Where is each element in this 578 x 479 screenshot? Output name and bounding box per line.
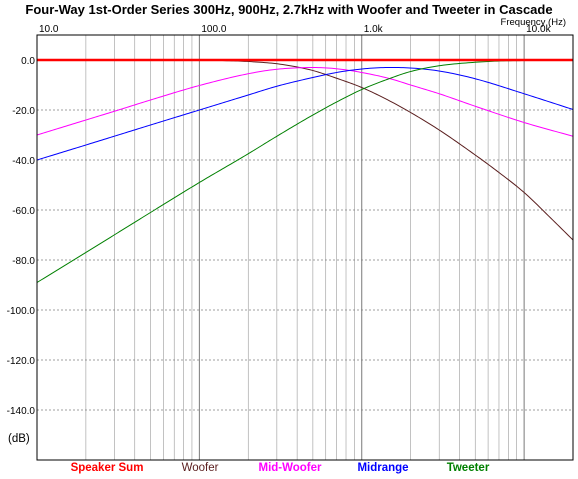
legend-entry-midrange: Midrange — [357, 462, 408, 474]
series-line-midrange — [36, 67, 574, 161]
y-tick-label: -140.0 — [7, 406, 36, 417]
legend-entry-tweeter: Tweeter — [447, 462, 490, 474]
legend-entry-speaker-sum: Speaker Sum — [71, 462, 144, 474]
y-tick-label: -120.0 — [7, 356, 36, 367]
legend-entry-mid-woofer: Mid-Woofer — [258, 462, 322, 474]
x-tick-label: 10.0 — [39, 24, 59, 35]
x-tick-label: 10.0k — [526, 24, 551, 35]
x-axis-label: Frequency (Hz) — [501, 17, 566, 28]
y-tick-label: -60.0 — [12, 206, 35, 217]
series-line-tweeter — [36, 59, 574, 283]
y-tick-label: -40.0 — [12, 156, 35, 167]
tick-labels: 10.0 100.0 1.0k 10.0k 0.0 -20.0 -40.0 -60.0 -80.… — [7, 24, 552, 417]
legend-entry-woofer: Woofer — [182, 462, 219, 474]
chart-title: Four-Way 1st-Order Series 300Hz, 900Hz, … — [25, 2, 552, 17]
legend: Speaker Sum Woofer Mid-Woofer Midrange Tweet… — [71, 462, 490, 474]
y-tick-label: 0.0 — [21, 56, 35, 67]
y-axis-label: (dB) — [8, 433, 30, 445]
series-line-woofer — [37, 59, 574, 241]
plot-frame — [36, 34, 574, 461]
y-tick-label: -100.0 — [7, 306, 36, 317]
series-layer — [36, 58, 574, 283]
x-tick-label: 1.0k — [364, 24, 384, 35]
grid-lines — [36, 35, 574, 461]
x-tick-label: 100.0 — [201, 24, 226, 35]
series-line-mid-woofer — [36, 67, 574, 137]
y-tick-label: -80.0 — [12, 256, 35, 267]
y-tick-label: -20.0 — [12, 106, 35, 117]
